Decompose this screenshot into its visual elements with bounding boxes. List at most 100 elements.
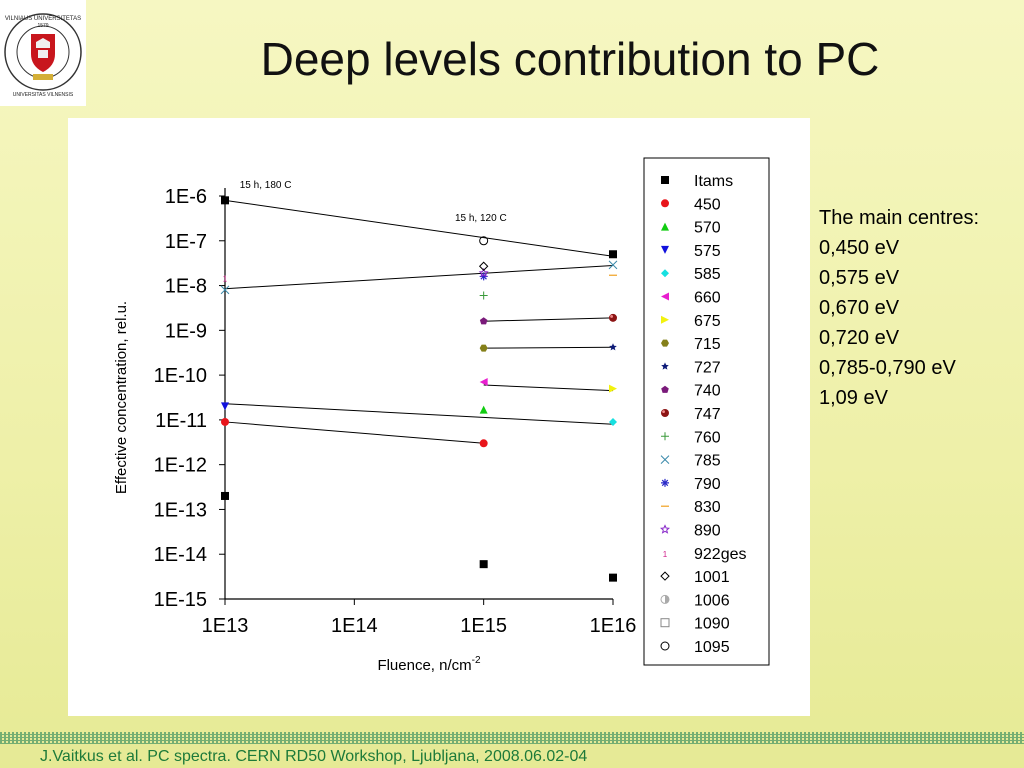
data-point [479, 378, 488, 387]
data-point [609, 384, 617, 393]
side-note-item: 0,450 eV [819, 237, 900, 259]
legend-marker [661, 292, 669, 301]
data-point [221, 402, 229, 411]
legend-label: 830 [694, 499, 721, 516]
legend-label: 760 [694, 429, 721, 446]
y-tick-label: 1E-15 [154, 589, 207, 611]
legend-label: 575 [694, 243, 721, 260]
y-tick-label: 1E-6 [165, 186, 207, 208]
legend-marker [661, 269, 669, 278]
trend-line [483, 346, 614, 349]
svg-text:1: 1 [663, 550, 668, 559]
logo-text-year: 1579 [37, 23, 48, 29]
data-point [608, 260, 618, 270]
logo-text-top: VILNIAUS UNIVERSITETAS [5, 16, 81, 22]
data-point [479, 344, 488, 352]
legend-label: 1095 [694, 639, 730, 656]
y-axis-label: Effective concentration, rel.u. [113, 301, 130, 494]
data-point [221, 491, 229, 500]
legend-label: 785 [694, 453, 721, 470]
side-notes-heading: The main centres: [819, 207, 980, 229]
data-point [479, 236, 489, 246]
legend-marker [661, 409, 669, 417]
slide-title: Deep levels contribution to PC [260, 33, 880, 85]
side-note-item: 0,575 eV [819, 267, 900, 289]
y-tick-label: 1E-10 [154, 365, 207, 387]
data-point [478, 261, 489, 271]
x-tick-label: 1E14 [331, 615, 378, 637]
y-tick-label: 1E-14 [154, 544, 207, 566]
data-point [609, 573, 617, 582]
legend-marker [661, 222, 669, 231]
y-tick-label: 1E-12 [154, 455, 207, 477]
legend-label: 1090 [694, 616, 730, 633]
x-tick-label: 1E13 [202, 615, 249, 637]
legend-marker [661, 339, 669, 347]
data-point [478, 267, 489, 278]
legend-marker [661, 176, 669, 184]
legend-marker [660, 455, 670, 464]
chart-svg: 1E-6 1E-7 1E-8 1E-9 1E-10 1E-11 1E-12 1E-13 1E-1… [113, 157, 770, 674]
x-tick-label: 1E15 [460, 615, 507, 637]
trend-line [224, 265, 614, 290]
legend-marker [661, 362, 669, 370]
data-point: 1 [223, 275, 228, 284]
side-notes: The main centres: 0,450 eV 0,575 eV 0,67… [819, 203, 1024, 413]
legend-label: Itams [694, 173, 733, 190]
legend-label: 727 [694, 359, 721, 376]
legend-marker [661, 315, 669, 324]
side-note-item: 0,785-0,790 eV [819, 357, 956, 379]
university-seal-icon: VILNIAUS UNIVERSITETAS 1579 UNIVERSITAS … [4, 13, 82, 98]
data-point [609, 250, 617, 259]
chart-annotation: 15 h, 180 C [240, 180, 292, 191]
footer-citation: J.Vaitkus et al. PC spectra. CERN RD50 W… [40, 748, 588, 765]
legend-marker [661, 478, 669, 487]
legend-marker [661, 432, 669, 441]
data-point [479, 560, 488, 569]
trend-line [224, 421, 484, 444]
x-axis-label-exponent: -2 [472, 655, 481, 666]
legend-marker [661, 199, 669, 208]
legend-label: 740 [694, 383, 721, 400]
legend-marker [660, 594, 670, 604]
trend-line [224, 199, 614, 257]
y-tick-label: 1E-11 [155, 410, 207, 432]
legend-marker [660, 641, 670, 651]
data-point [479, 291, 488, 300]
legend-marker [661, 385, 669, 393]
university-logo: VILNIAUS UNIVERSITETAS 1579 UNIVERSITAS … [0, 0, 86, 106]
legend-label: 450 [694, 196, 721, 213]
legend-marker [660, 618, 670, 628]
data-point [609, 343, 617, 351]
svg-text:1: 1 [223, 275, 228, 284]
data-point [479, 317, 488, 325]
footer-divider [0, 732, 1024, 744]
legend-label: 1001 [694, 569, 730, 586]
data-point [221, 196, 229, 205]
trend-line [483, 317, 614, 322]
side-note-item: 1,09 eV [819, 387, 888, 409]
side-note-item: 0,670 eV [819, 297, 900, 319]
side-note-item: 0,720 eV [819, 327, 900, 349]
y-tick-label: 1E-9 [165, 320, 207, 342]
data-point [479, 439, 488, 448]
trend-line [483, 384, 614, 392]
y-tick-label: 1E-13 [154, 499, 207, 521]
data-point [609, 417, 617, 426]
legend-label: 585 [694, 266, 721, 283]
data-point [221, 417, 229, 426]
legend-marker [660, 571, 670, 581]
y-tick-label: 1E-7 [165, 231, 207, 253]
data-point [220, 285, 230, 295]
chart-panel: 1E-6 1E-7 1E-8 1E-9 1E-10 1E-11 1E-12 1E-13 1E-1… [68, 118, 810, 716]
legend-marker [661, 245, 669, 254]
trend-line [224, 403, 614, 425]
legend-label: 790 [694, 476, 721, 493]
x-tick-label: 1E16 [590, 615, 637, 637]
legend-label: 747 [694, 406, 721, 423]
legend-label: 922ges [694, 546, 747, 563]
legend-label: 570 [694, 220, 721, 237]
legend-marker: 1 [663, 550, 668, 559]
legend-label: 660 [694, 290, 721, 307]
legend-label: 890 [694, 523, 721, 540]
